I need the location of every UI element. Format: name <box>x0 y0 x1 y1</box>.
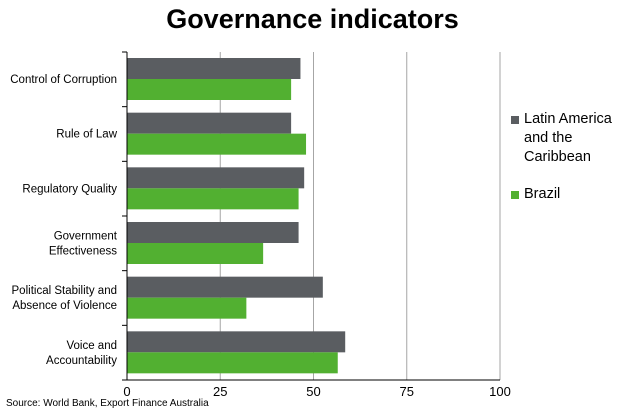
bar-brazil-voice-and-accountability <box>127 352 338 374</box>
bar-latin-america-and-the-caribbean-control-of-corruption <box>127 58 301 79</box>
bar-brazil-political-stability-and-absence-of-violence <box>127 297 247 319</box>
category-label-regulatory-quality: Regulatory Quality <box>22 183 117 195</box>
x-tick-label-100: 100 <box>489 384 511 399</box>
bar-brazil-rule-of-law <box>127 133 307 155</box>
bars <box>127 58 346 374</box>
source-note: Source: World Bank, Export Finance Austr… <box>6 398 209 409</box>
bar-latin-america-and-the-caribbean-voice-and-accountability <box>127 331 346 353</box>
category-label-rule-of-law: Rule of Law <box>56 129 117 141</box>
legend: Latin America and the Caribbean Brazil <box>511 110 623 222</box>
category-label-line: Political Stability and <box>12 285 117 297</box>
category-label-voice-and-accountability: Voice and Accountability <box>46 340 117 367</box>
bar-brazil-government-effectiveness <box>127 243 264 264</box>
legend-item-series-1: Brazil <box>511 185 623 204</box>
legend-item-series-0: Latin America and the Caribbean <box>511 110 623 167</box>
gridlines <box>219 52 501 380</box>
category-label-line: Absence of Violence <box>12 300 117 312</box>
bar-latin-america-and-the-caribbean-rule-of-law <box>127 112 292 134</box>
bar-latin-america-and-the-caribbean-political-stability-and-absence-of-violence <box>127 276 323 298</box>
x-tick-label-0: 0 <box>123 384 130 399</box>
tick-labels: 0 25 50 75 100 <box>123 384 510 399</box>
x-tick-label-75: 75 <box>400 384 414 399</box>
chart-title: Governance indicators <box>166 4 459 34</box>
category-label-line: Effectiveness <box>49 246 117 258</box>
category-label-government-effectiveness: Government Effectiveness <box>49 231 118 258</box>
category-label-line: Rule of Law <box>56 129 117 141</box>
category-label-political-stability-and-absence-of-violence: Political Stability and Absence of Violen… <box>12 285 117 312</box>
category-label-line: Regulatory Quality <box>22 183 117 195</box>
x-tick-label-25: 25 <box>213 384 227 399</box>
bar-brazil-control-of-corruption <box>127 79 292 100</box>
x-tick-label-50: 50 <box>306 384 320 399</box>
category-label-line: Voice and <box>66 340 117 352</box>
bar-brazil-regulatory-quality <box>127 188 299 210</box>
legend-swatch-latin-america <box>511 116 519 124</box>
category-label-line: Accountability <box>46 355 117 367</box>
category-labels: Control of Corruption Rule of Law Regulato… <box>10 74 118 367</box>
category-label-line: Government <box>54 231 118 243</box>
category-label-line: Control of Corruption <box>10 74 117 86</box>
axes <box>122 51 500 381</box>
legend-swatch-brazil <box>511 191 519 199</box>
category-label-control-of-corruption: Control of Corruption <box>10 74 117 86</box>
legend-label-latin-america: Latin America and the Caribbean <box>524 111 612 165</box>
bar-latin-america-and-the-caribbean-government-effectiveness <box>127 222 299 243</box>
legend-label-brazil: Brazil <box>524 186 561 202</box>
bar-latin-america-and-the-caribbean-regulatory-quality <box>127 167 305 189</box>
